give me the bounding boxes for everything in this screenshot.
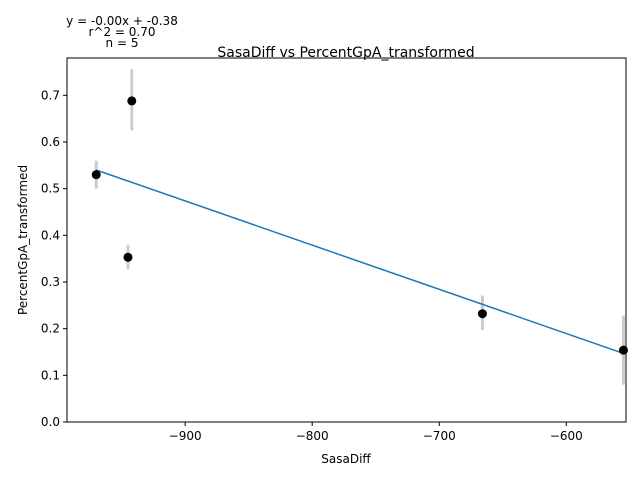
y-axis: 0.0 0.1 0.2 0.3 0.4 0.5 0.6 0.7 (41, 88, 67, 429)
y-axis-label: PercentGpA_transformed (16, 165, 30, 315)
data-point-4 (618, 345, 628, 355)
annotation-n: n = 5 (106, 36, 139, 50)
x-tick-label: −800 (296, 429, 329, 443)
annotation-r-squared: r^2 = 0.70 (88, 25, 155, 39)
y-tick-label: 0.0 (41, 415, 60, 429)
y-tick-label: 0.7 (41, 88, 60, 102)
fit-line (95, 169, 624, 355)
annotation-equation: y = -0.00x + -0.38 (66, 14, 178, 28)
y-tick-label: 0.4 (41, 228, 60, 242)
x-tick-label: −600 (550, 429, 583, 443)
y-tick-label: 0.1 (41, 368, 60, 382)
y-tick-label: 0.2 (41, 322, 60, 336)
data-point-0 (91, 170, 101, 180)
axes-frame (66, 57, 627, 423)
x-axis: −900 −800 −700 −600 (169, 422, 583, 443)
chart-title: SasaDiff vs PercentGpA_transformed (217, 45, 474, 61)
y-tick-label: 0.5 (41, 182, 60, 196)
data-point-2 (123, 252, 133, 262)
data-point-1 (127, 96, 137, 106)
y-tick-label: 0.6 (41, 135, 60, 149)
plot-area (91, 69, 628, 385)
y-tick-label: 0.3 (41, 275, 60, 289)
x-axis-label: SasaDiff (321, 452, 371, 466)
x-tick-label: −700 (423, 429, 456, 443)
x-tick-label: −900 (169, 429, 202, 443)
data-point-3 (477, 309, 487, 319)
